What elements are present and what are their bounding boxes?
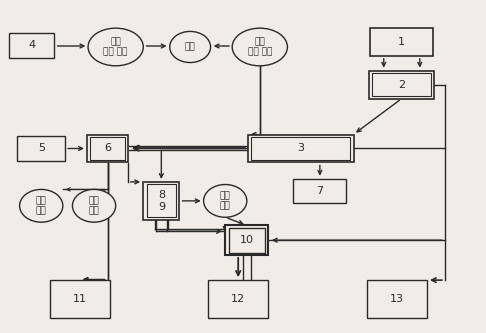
Ellipse shape [88, 28, 143, 66]
Text: 4: 4 [28, 40, 35, 50]
Text: 3: 3 [297, 144, 304, 154]
Bar [372, 73, 431, 96]
Ellipse shape [72, 189, 116, 222]
Text: 电压
建立: 电压 建立 [36, 196, 47, 215]
Ellipse shape [170, 31, 210, 63]
Ellipse shape [19, 189, 63, 222]
Bar [369, 71, 434, 99]
Bar [9, 33, 54, 58]
Text: 11: 11 [72, 294, 87, 304]
Bar [367, 280, 427, 318]
Bar [294, 179, 347, 203]
Text: 8
9: 8 9 [158, 190, 165, 212]
Bar [251, 137, 350, 160]
Ellipse shape [232, 28, 287, 66]
Bar [17, 136, 65, 161]
Text: 切换
指令: 切换 指令 [88, 196, 100, 215]
Bar [147, 184, 176, 217]
Text: 延时: 延时 [185, 43, 195, 52]
Text: 2: 2 [398, 80, 405, 90]
Text: 启动
停止 指令: 启动 停止 指令 [104, 37, 128, 57]
Text: 7: 7 [316, 186, 324, 196]
Ellipse shape [204, 184, 247, 217]
Text: 13: 13 [390, 294, 404, 304]
Text: 10: 10 [240, 235, 254, 245]
Bar [143, 182, 179, 220]
Bar [208, 280, 268, 318]
Text: 5: 5 [38, 144, 45, 154]
Bar [228, 228, 265, 253]
Bar [50, 280, 110, 318]
Text: 切换
指令: 切换 指令 [220, 191, 230, 210]
Bar [225, 225, 268, 255]
Bar [90, 137, 124, 160]
Text: 6: 6 [104, 144, 111, 154]
Text: 1: 1 [398, 37, 405, 47]
Bar [87, 135, 128, 163]
Bar [248, 135, 353, 163]
Bar [370, 28, 433, 56]
Text: 12: 12 [231, 294, 245, 304]
Text: 停止
供电 检测: 停止 供电 检测 [248, 37, 272, 57]
